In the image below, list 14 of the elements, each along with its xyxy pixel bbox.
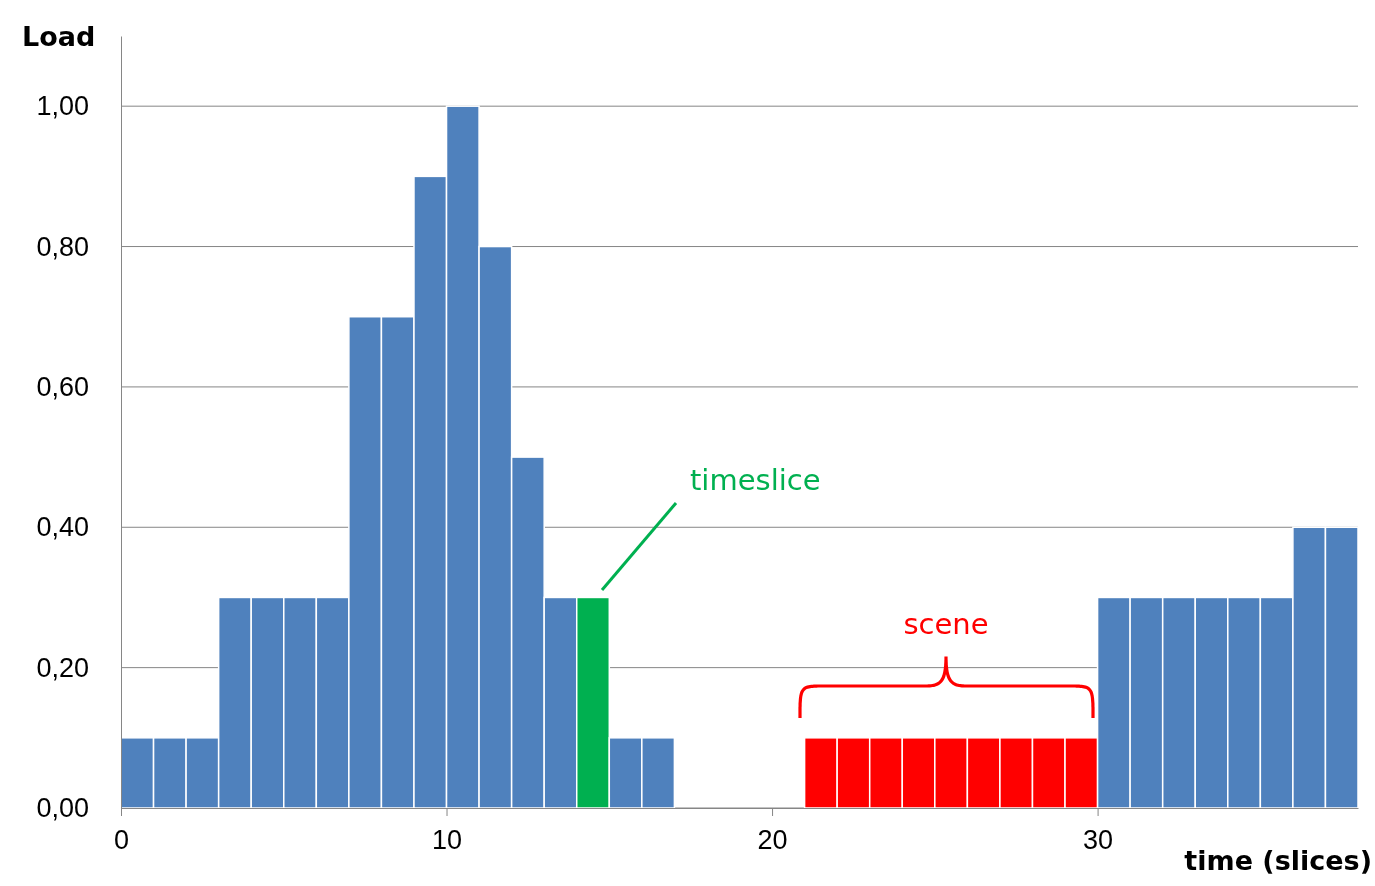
annotation: timeslice <box>690 463 821 497</box>
y-tick-label: 1,00 <box>36 91 89 122</box>
annotation: scene <box>903 607 989 641</box>
y-tick-label: 0,80 <box>36 231 89 262</box>
x-tick-label: 30 <box>1083 825 1114 856</box>
y-tick-label: 0,00 <box>36 793 89 824</box>
x-tick-label: 0 <box>113 825 130 856</box>
x-axis-title: time (slices) <box>1184 845 1372 876</box>
y-axis-title: Load <box>22 21 96 52</box>
y-tick-label: 0,20 <box>36 652 89 683</box>
y-tick-label: 0,40 <box>36 512 89 543</box>
y-tick-label: 0,60 <box>36 372 89 403</box>
x-tick-label: 20 <box>757 825 788 856</box>
x-tick-label: 10 <box>432 825 463 856</box>
